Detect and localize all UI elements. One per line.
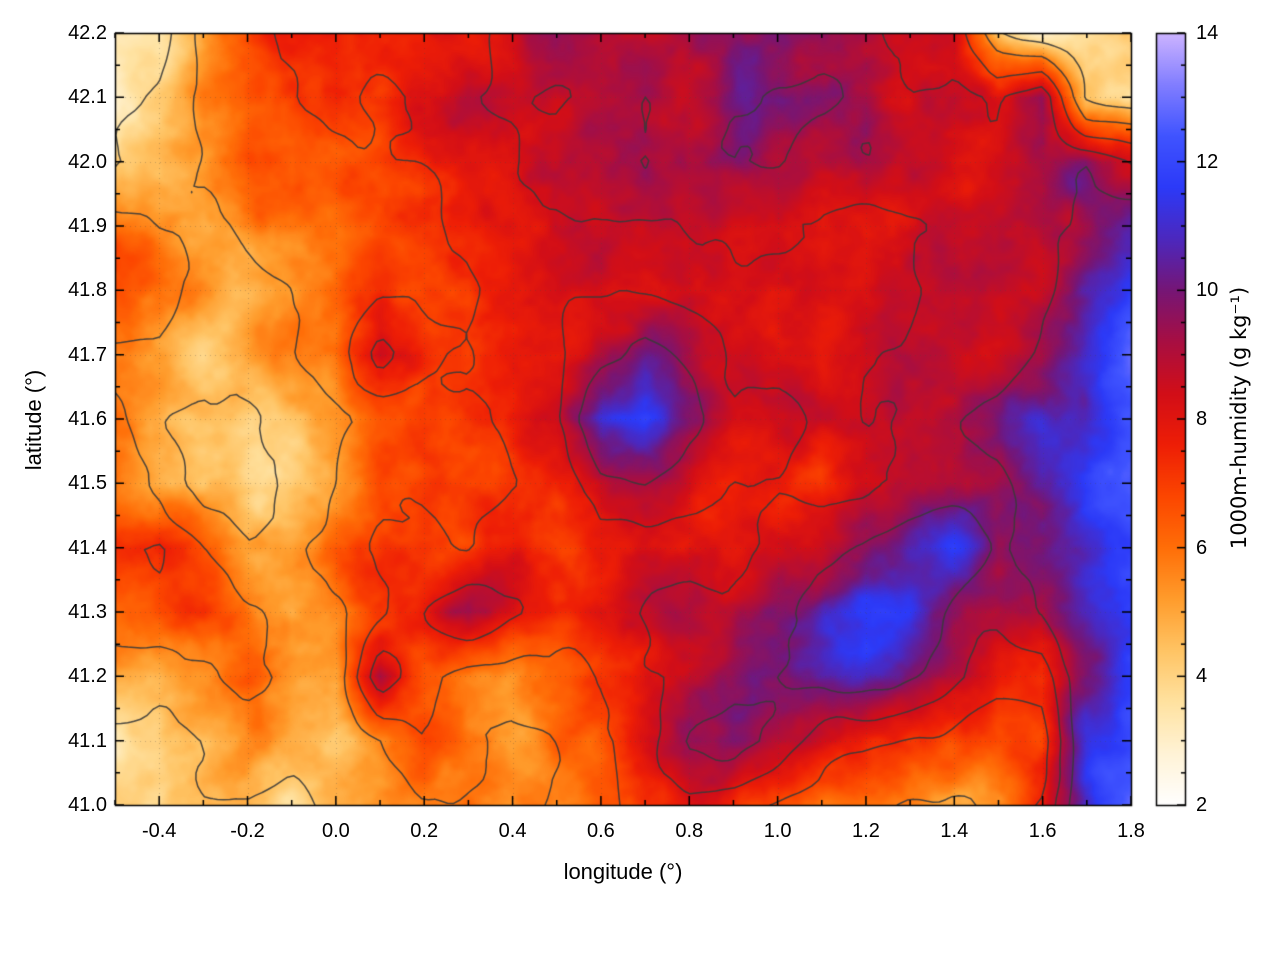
colorbar-tick-label: 2 (1196, 794, 1208, 816)
y-tick-label: 41.8 (68, 279, 107, 302)
colorbar-label: 1000m-humidity (g kg⁻¹) (1227, 286, 1251, 550)
x-tick-label: -0.2 (230, 820, 265, 842)
x-tick-label: 0.0 (321, 820, 350, 842)
x-axis-label: longitude (°) (563, 859, 683, 884)
x-tick-label: 0.8 (675, 820, 704, 842)
y-tick-label: 41.7 (68, 343, 107, 366)
x-tick-label: 1.6 (1028, 820, 1057, 842)
x-tick-label: 0.6 (587, 820, 615, 842)
y-tick-label: 42.0 (68, 150, 107, 173)
colorbar-tick-label: 12 (1196, 150, 1219, 173)
y-tick-label: 42.1 (68, 86, 107, 109)
y-tick-label: 41.5 (68, 472, 107, 495)
x-tick-label: 0.2 (410, 820, 439, 842)
colorbar-tick-label: 4 (1196, 665, 1208, 688)
y-tick-label: 41.1 (68, 729, 107, 752)
x-tick-label: -0.4 (141, 820, 177, 842)
colorbar-tick-label: 6 (1196, 536, 1208, 559)
y-tick-label: 41.9 (68, 215, 107, 237)
colorbar-tick-label: 8 (1196, 408, 1208, 430)
x-tick-label: 1.4 (940, 820, 969, 842)
y-tick-label: 41.6 (68, 408, 107, 430)
x-tick-label: 1.2 (852, 820, 880, 842)
y-tick-label: 41.3 (68, 601, 107, 623)
x-tick-label: 0.4 (498, 820, 527, 842)
colorbar-tick-label: 10 (1196, 279, 1219, 302)
y-tick-label: 42.2 (68, 22, 107, 44)
x-tick-label: 1.0 (763, 820, 792, 842)
y-tick-label: 41.0 (68, 794, 107, 816)
y-tick-label: 41.4 (68, 536, 107, 559)
colorbar-tick-label: 14 (1196, 22, 1219, 44)
y-tick-label: 41.2 (68, 665, 107, 688)
x-tick-label: 1.8 (1117, 820, 1145, 842)
